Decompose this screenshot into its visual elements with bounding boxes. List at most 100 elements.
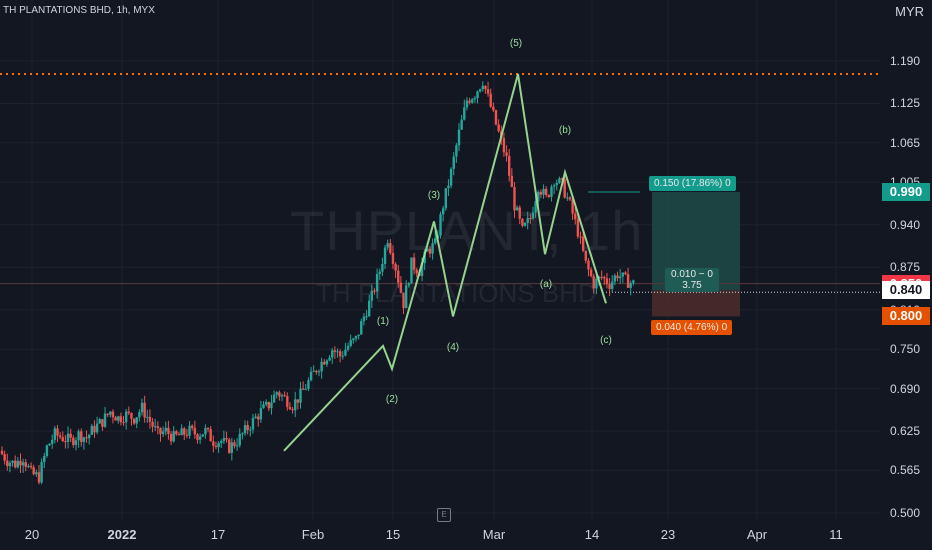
candle-body — [296, 399, 300, 403]
candle-body — [537, 191, 540, 202]
candle-body — [471, 99, 474, 103]
candle-body — [518, 207, 521, 219]
candle-body — [103, 413, 107, 427]
candle-body — [378, 271, 381, 274]
candle-body — [119, 416, 123, 423]
candle-body — [19, 460, 22, 466]
candle-body — [552, 185, 556, 187]
candle-body — [267, 401, 271, 409]
candle-body — [370, 290, 374, 301]
candle-body — [404, 285, 408, 309]
candle-body — [317, 371, 321, 373]
candle-body — [426, 248, 429, 252]
candle-body — [209, 429, 212, 442]
candle-body — [373, 290, 376, 292]
candle-body — [288, 407, 292, 410]
candle-body — [555, 182, 558, 186]
candle-body — [93, 425, 96, 433]
candle-body — [566, 197, 569, 199]
candle-body — [338, 351, 342, 357]
candle-body — [531, 212, 535, 219]
candle-body — [29, 465, 33, 468]
candle-body — [510, 175, 514, 188]
candle-body — [286, 396, 289, 408]
candle-body — [222, 438, 226, 442]
candle-body — [43, 455, 46, 463]
candle-body — [156, 426, 160, 428]
candle-body — [333, 350, 337, 352]
candle-body — [325, 360, 329, 365]
candle-body — [114, 417, 117, 421]
candle-body — [32, 467, 35, 475]
candle-body — [463, 107, 466, 120]
candle-body — [574, 213, 577, 220]
price-tick: 0.565 — [890, 463, 921, 478]
candle-body — [249, 429, 252, 431]
candle-body — [254, 416, 257, 419]
candle-body — [98, 419, 101, 424]
candle-body — [611, 281, 614, 289]
candle-body — [447, 185, 450, 189]
candle-body — [468, 100, 471, 103]
time-tick: 20 — [24, 527, 40, 542]
wave-label: (4) — [446, 342, 460, 353]
candle-body — [69, 433, 72, 438]
wave-label: (1) — [376, 316, 390, 327]
candle-body — [140, 402, 144, 413]
price-tick: 0.750 — [890, 342, 921, 357]
candle-body — [262, 404, 265, 409]
elliott-wave-line — [283, 73, 607, 452]
candle-body — [169, 434, 173, 442]
time-tick: 17 — [210, 527, 226, 542]
candle-body — [420, 263, 424, 276]
candle-body — [529, 217, 532, 219]
candle-body — [320, 361, 323, 372]
candle-body — [80, 431, 83, 442]
candle-body — [191, 425, 194, 428]
candle-body — [592, 276, 595, 289]
price-tick: 1.065 — [890, 135, 921, 150]
risk-reward-ratio: 3.75 — [682, 280, 702, 292]
candle-body — [16, 460, 20, 468]
candle-body — [473, 98, 477, 100]
time-tick: 15 — [385, 527, 401, 542]
watermark-ticker: THPLANT, 1h — [290, 199, 644, 262]
candle-body — [383, 247, 387, 264]
time-tick: 2022 — [107, 527, 137, 542]
candle-body — [177, 434, 181, 436]
candle-body — [241, 433, 244, 435]
candle-body — [428, 248, 432, 254]
candle-body — [196, 434, 199, 440]
candle-body — [391, 253, 395, 264]
candle-body — [204, 427, 207, 435]
events-icon[interactable]: E — [437, 508, 451, 522]
candle-body — [206, 427, 210, 430]
candle-body — [579, 236, 582, 238]
candle-body — [167, 427, 170, 435]
candle-body — [151, 421, 154, 427]
candle-body — [441, 208, 445, 215]
candle-body — [106, 413, 109, 415]
candle-body — [505, 152, 508, 156]
candle-body — [235, 445, 239, 447]
price-tick: 1.190 — [890, 53, 921, 68]
candle-body — [45, 445, 49, 456]
wave-label: (5) — [509, 38, 523, 49]
candle-body — [8, 462, 12, 467]
candle-body — [85, 437, 88, 439]
candle-body — [375, 273, 379, 292]
candle-body — [402, 292, 405, 309]
candle-body — [489, 93, 492, 107]
price-tick: 0.690 — [890, 381, 921, 396]
candle-body — [481, 85, 484, 90]
candle-body — [138, 412, 141, 418]
candle-body — [534, 201, 537, 213]
candle-body — [11, 460, 14, 463]
candle-body — [484, 85, 487, 90]
candle-body — [315, 370, 318, 373]
candle-body — [455, 145, 458, 157]
candle-body — [259, 408, 263, 420]
candle-body — [159, 427, 162, 435]
wave-label: (a) — [539, 279, 553, 290]
